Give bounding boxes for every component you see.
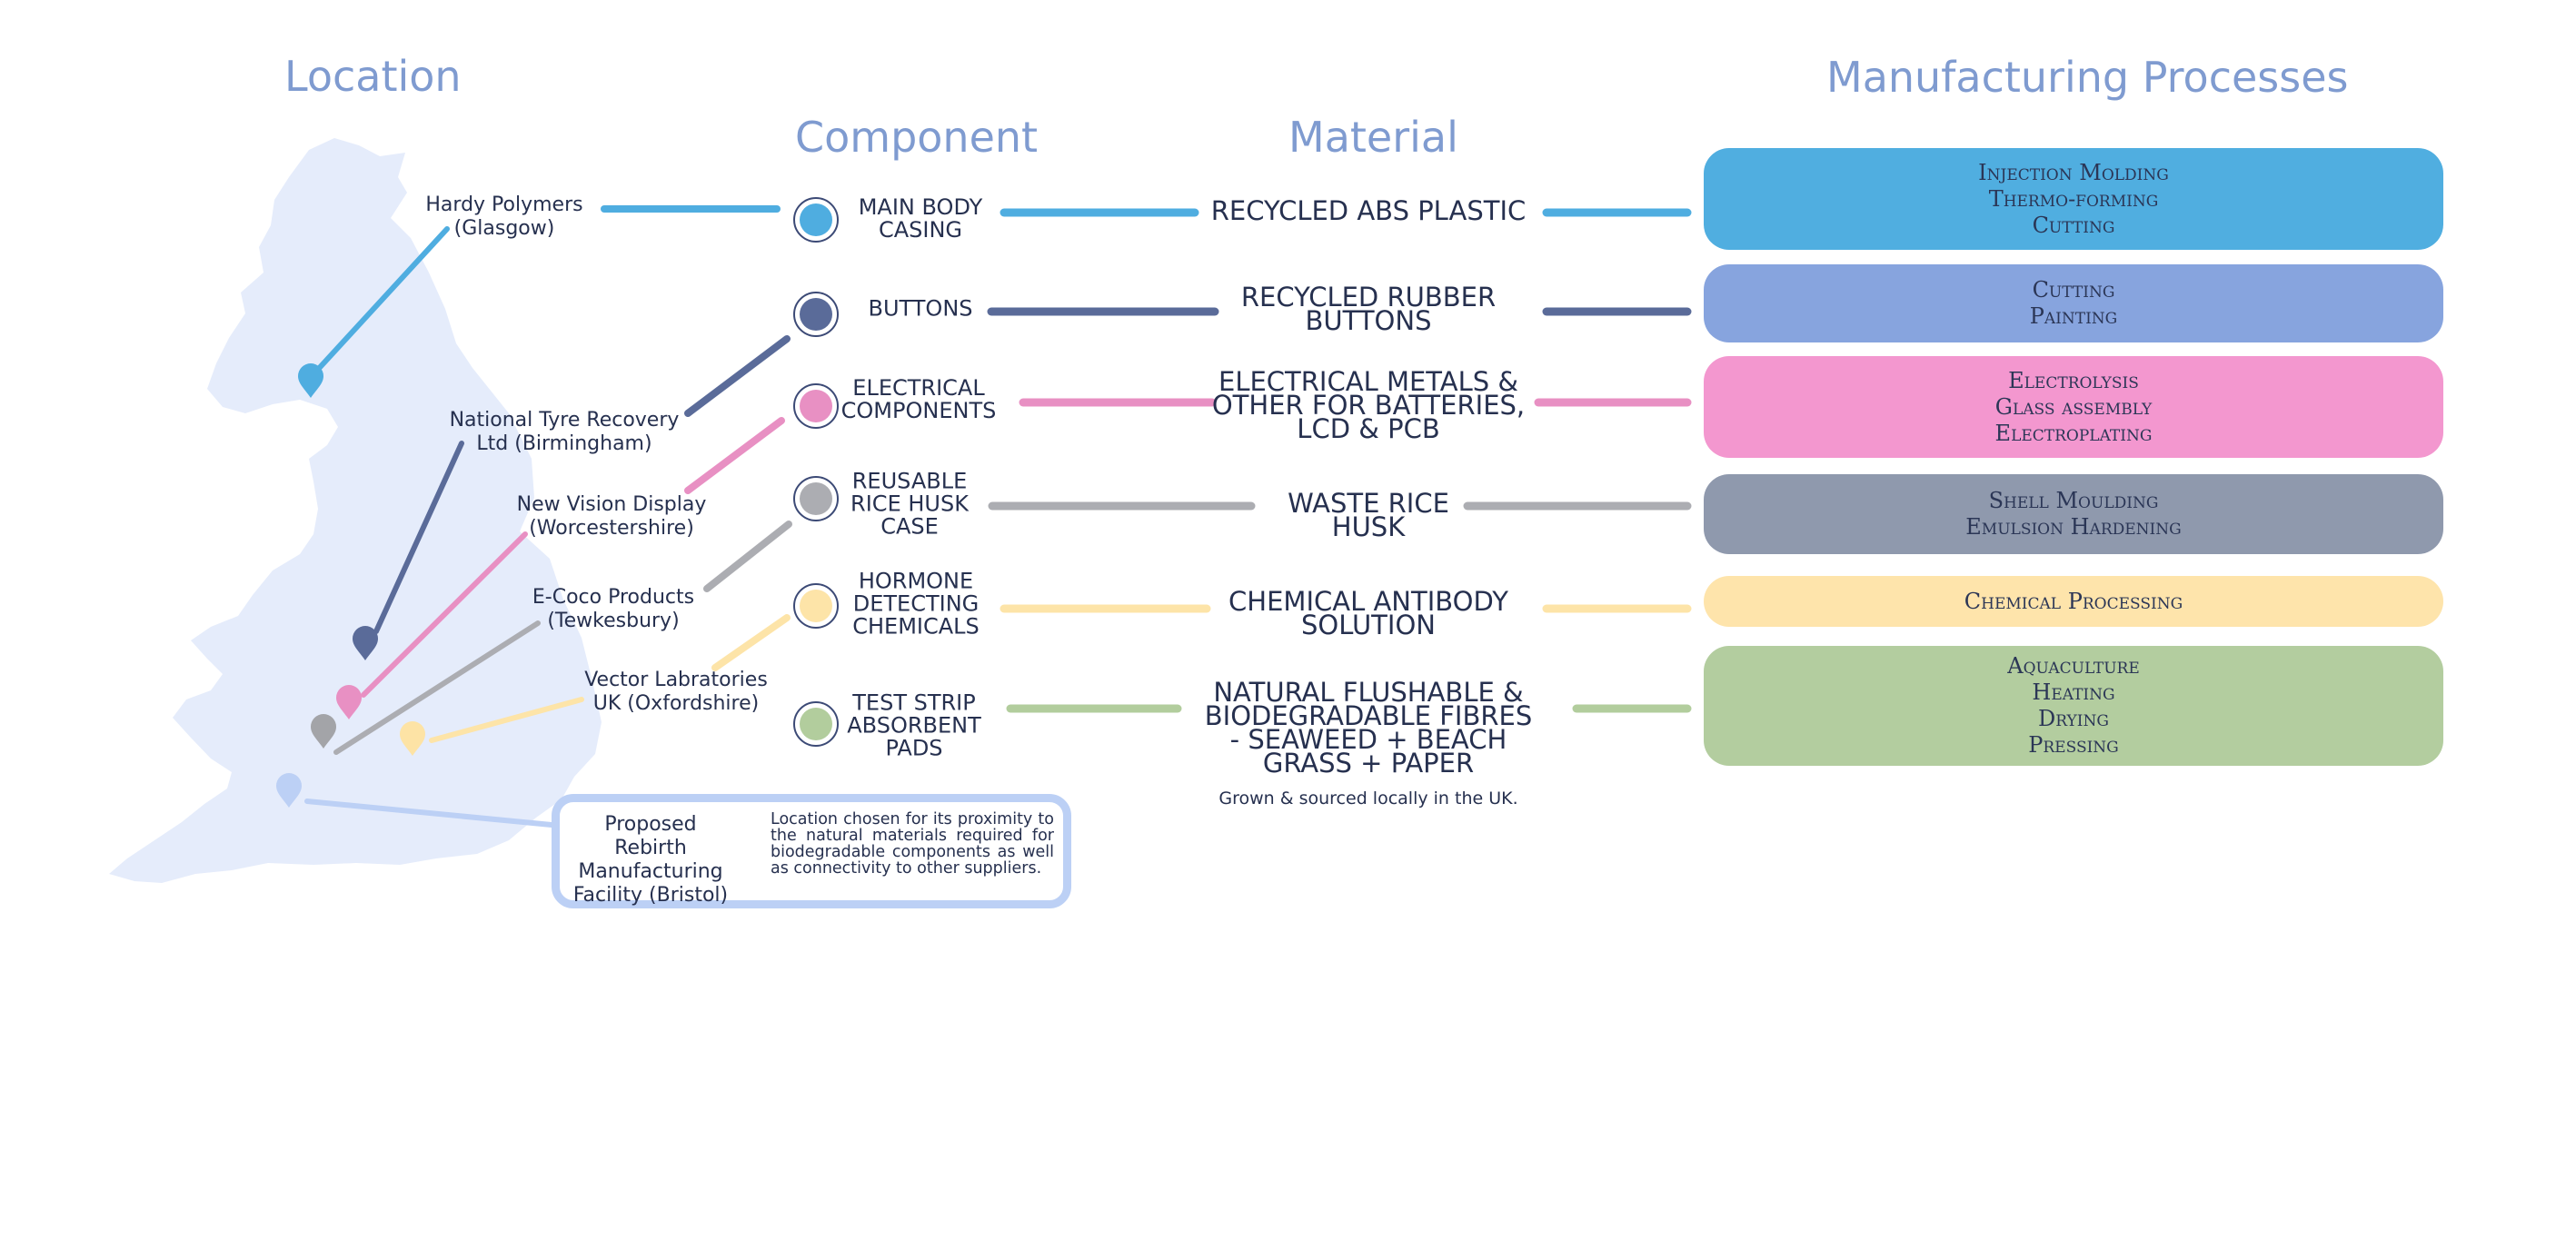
material-label: CHEMICAL ANTIBODY SOLUTION <box>1228 586 1508 640</box>
process-item: Thermo-forming <box>1988 185 2159 212</box>
process-item: Emulsion Hardening <box>1965 514 2182 540</box>
supplier-component-connector <box>703 521 792 592</box>
process-item: Shell Moulding <box>1988 488 2159 513</box>
process-item: Cutting <box>2032 212 2115 238</box>
process-item: Heating <box>2032 680 2115 705</box>
process-item: Chemical Processing <box>1964 588 2183 614</box>
process-item: Pressing <box>2028 732 2119 758</box>
supplier-leader-line <box>361 531 528 698</box>
component-marker-icon <box>800 298 832 331</box>
supplier-label: New Vision Display (Worcestershire) <box>516 493 707 540</box>
process-list: Cutting Painting <box>2030 277 2118 330</box>
process-item: Painting <box>2029 303 2118 329</box>
component-marker-icon <box>800 482 832 515</box>
component-label: BUTTONS <box>868 295 973 322</box>
process-box: Shell Moulding Emulsion Hardening <box>1704 474 2443 554</box>
material-label: NATURAL FLUSHABLE & BIODEGRADABLE FIBRES… <box>1204 677 1533 779</box>
supplier-leader-line <box>333 620 541 755</box>
process-item: Drying <box>2038 706 2109 731</box>
location-pin-icon <box>336 685 362 719</box>
process-box: Aquaculture Heating Drying Pressing <box>1704 646 2443 766</box>
process-list: Chemical Processing <box>1964 589 2183 615</box>
component-marker-icon <box>800 590 832 622</box>
process-item: Cutting <box>2032 277 2115 303</box>
location-pin-icon <box>298 363 323 398</box>
location-pin-icon <box>353 626 378 660</box>
component-label: TEST STRIP ABSORBENT PADS <box>847 689 981 761</box>
uk-map-silhouette <box>109 138 602 883</box>
supplier-label: E-Coco Products (Tewkesbury) <box>532 586 695 632</box>
process-box: Electrolysis Glass assembly Electroplating <box>1704 356 2443 458</box>
process-item: Electrolysis <box>2008 367 2139 393</box>
component-label: ELECTRICAL COMPONENTS <box>840 375 997 423</box>
material-label: ELECTRICAL METALS & OTHER FOR BATTERIES,… <box>1211 366 1526 444</box>
material-label: RECYCLED ABS PLASTIC <box>1210 195 1527 226</box>
supplier-label: National Tyre Recovery Ltd (Birmingham) <box>449 409 680 455</box>
facility-pin-icon <box>276 773 302 808</box>
process-box: Injection Molding Thermo-forming Cutting <box>1704 148 2443 250</box>
process-box: Chemical Processing <box>1704 576 2443 627</box>
process-item: Injection Molding <box>1978 159 2169 185</box>
process-list: Aquaculture Heating Drying Pressing <box>2007 653 2139 759</box>
component-label: HORMONE DETECTING CHEMICALS <box>852 568 980 640</box>
facility-description: Location chosen for its proximity to the… <box>771 810 1054 878</box>
supplier-leader-line <box>373 441 464 634</box>
location-pin-icon <box>400 721 425 756</box>
supplier-leader-line <box>429 697 584 743</box>
process-list: Shell Moulding Emulsion Hardening <box>1965 488 2181 541</box>
header-component: Component <box>795 113 1039 162</box>
supplier-leader-line <box>311 226 450 377</box>
process-box: Cutting Painting <box>1704 264 2443 342</box>
location-pin-icon <box>311 714 336 749</box>
component-marker-icon <box>800 203 832 236</box>
process-item: Electroplating <box>1994 420 2153 446</box>
component-label: MAIN BODY CASING <box>858 194 983 243</box>
material-label: WASTE RICE HUSK <box>1288 488 1449 542</box>
header-location: Location <box>284 52 462 101</box>
process-item: Aquaculture <box>2007 653 2140 679</box>
component-label: REUSABLE RICE HUSK CASE <box>850 468 969 540</box>
supplier-component-connector <box>711 614 791 671</box>
header-manufacturing-processes: Manufacturing Processes <box>1826 53 2349 102</box>
process-list: Electrolysis Glass assembly Electroplating <box>1995 368 2153 447</box>
header-material: Material <box>1288 113 1458 162</box>
supplier-label: Hardy Polymers (Glasgow) <box>425 193 583 240</box>
facility-leader-line <box>304 799 554 828</box>
material-label: RECYCLED RUBBER BUTTONS <box>1240 282 1497 336</box>
supplier-component-connector <box>684 335 791 417</box>
component-marker-icon <box>800 390 832 422</box>
supplier-component-connector <box>684 417 785 494</box>
process-item: Glass assembly <box>1994 393 2153 420</box>
supplier-label: Vector Labratories UK (Oxfordshire) <box>584 669 768 715</box>
facility-name: Proposed Rebirth Manufacturing Facility … <box>572 813 729 907</box>
material-note: Grown & sourced locally in the UK. <box>1218 789 1518 808</box>
component-marker-icon <box>800 708 832 740</box>
facility-callout: Proposed Rebirth Manufacturing Facility … <box>552 794 1071 908</box>
process-list: Injection Molding Thermo-forming Cutting <box>1978 160 2169 239</box>
